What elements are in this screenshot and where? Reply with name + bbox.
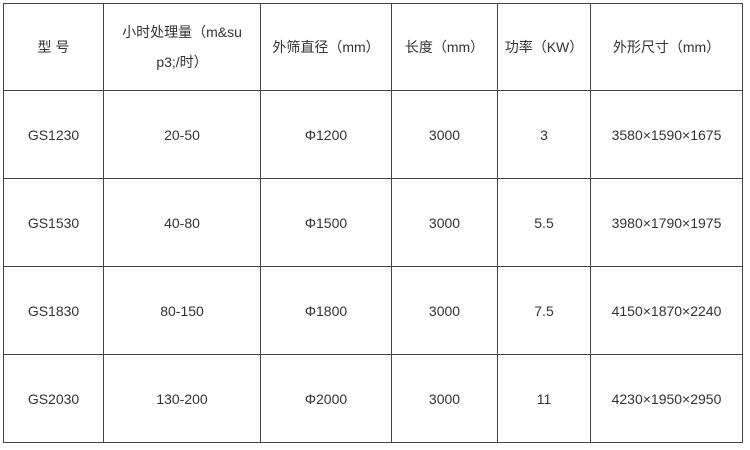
cell-dimensions: 3580×1590×1675 <box>590 90 743 179</box>
cell-dimensions: 4230×1950×2950 <box>590 354 743 443</box>
header-capacity-line2: p3;/时） <box>156 54 208 70</box>
cell-diameter: Φ1800 <box>260 266 392 355</box>
cell-capacity: 40-80 <box>103 178 261 267</box>
table-row: GS1830 80-150 Φ1800 3000 7.5 4150×1870×2240 <box>3 266 743 355</box>
cell-model: GS1530 <box>3 178 104 267</box>
cell-capacity: 80-150 <box>103 266 261 355</box>
cell-length: 3000 <box>391 266 498 355</box>
cell-dimensions: 3980×1790×1975 <box>590 178 743 267</box>
cell-power: 5.5 <box>497 178 591 267</box>
cell-length: 3000 <box>391 354 498 443</box>
cell-power: 7.5 <box>497 266 591 355</box>
header-dimensions: 外形尺寸（mm） <box>590 3 743 91</box>
cell-dimensions: 4150×1870×2240 <box>590 266 743 355</box>
header-row: 型 号 小时处理量（m&su p3;/时） 外筛直径（mm） 长度（mm） 功率（… <box>3 3 743 91</box>
spec-table: 型 号 小时处理量（m&su p3;/时） 外筛直径（mm） 长度（mm） 功率（… <box>3 3 743 443</box>
cell-length: 3000 <box>391 178 498 267</box>
cell-model: GS2030 <box>3 354 104 443</box>
header-model: 型 号 <box>3 3 104 91</box>
cell-diameter: Φ1500 <box>260 178 392 267</box>
cell-capacity: 20-50 <box>103 90 261 179</box>
header-length: 长度（mm） <box>391 3 498 91</box>
cell-power: 11 <box>497 354 591 443</box>
cell-length: 3000 <box>391 90 498 179</box>
cell-model: GS1230 <box>3 90 104 179</box>
table-row: GS1530 40-80 Φ1500 3000 5.5 3980×1790×1975 <box>3 178 743 267</box>
cell-diameter: Φ1200 <box>260 90 392 179</box>
table-row: GS2030 130-200 Φ2000 3000 11 4230×1950×2950 <box>3 354 743 443</box>
header-capacity: 小时处理量（m&su p3;/时） <box>103 3 261 91</box>
cell-diameter: Φ2000 <box>260 354 392 443</box>
header-power: 功率（KW） <box>497 3 591 91</box>
cell-model: GS1830 <box>3 266 104 355</box>
header-diameter: 外筛直径（mm） <box>260 3 392 91</box>
table-row: GS1230 20-50 Φ1200 3000 3 3580×1590×1675 <box>3 90 743 179</box>
header-capacity-line1: 小时处理量（m&su <box>122 24 242 40</box>
cell-capacity: 130-200 <box>103 354 261 443</box>
cell-power: 3 <box>497 90 591 179</box>
